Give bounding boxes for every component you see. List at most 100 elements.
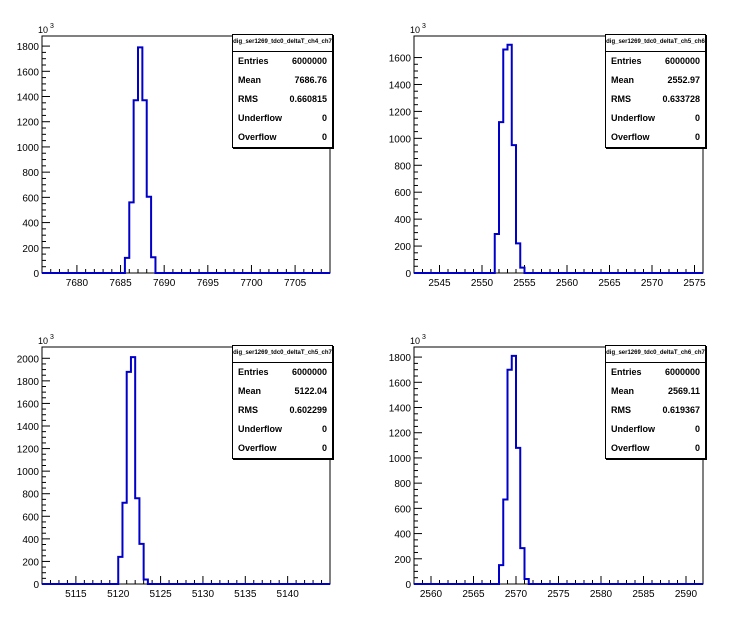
stats-row: Underflow 0 [233,109,332,128]
stats-row: Entries 6000000 [606,52,705,71]
histogram-bin [503,500,507,584]
stats-value: 0 [694,443,700,453]
stats-row: Overflow 0 [233,439,332,458]
histogram-bin [516,243,520,273]
y-tick-label: 200 [394,242,411,253]
y-tick-label: 1200 [389,107,412,118]
y-exponent-label: 10 [410,336,420,346]
stats-row: Mean 2569.11 [606,382,705,401]
stats-key: Entries [611,56,642,66]
stats-value: 0 [321,424,327,434]
stats-row: Overflow 0 [606,439,705,458]
y-tick-label: 200 [22,557,39,568]
histogram-bin [495,234,499,273]
stats-value: 0 [321,132,327,142]
y-tick-label: 1600 [17,67,40,78]
y-tick-label: 800 [394,479,411,490]
stats-value: 6000000 [291,367,327,377]
y-tick-label: 1000 [389,454,412,465]
stats-title: dig_ser1269_tdc0_deltaT_ch4_ch7 [233,35,332,52]
x-tick-label: 7700 [240,278,263,289]
stats-row: RMS 0.660815 [233,90,332,109]
x-tick-label: 7680 [66,278,89,289]
histogram-bin [520,548,524,584]
histogram-bin [122,503,126,584]
y-tick-label: 600 [394,504,411,515]
histogram-line [42,356,330,585]
stats-key: RMS [238,94,258,104]
stats-row: Underflow 0 [233,420,332,439]
stats-title: dig_ser1269_tdc0_deltaT_ch5_ch6 [606,35,705,52]
x-tick-label: 2570 [641,278,664,289]
histogram-bin [134,100,138,273]
histogram-panel-4: 0 200 400 600 800 1000 1200 1400 1600 1800 10 3 2560… [389,334,704,600]
histogram-bin [129,202,133,273]
stats-row: RMS 0.602299 [233,401,332,420]
histogram-bin [512,356,516,584]
stats-value: 2552.97 [667,75,700,85]
stats-key: Mean [611,386,635,396]
x-tick-label: 5140 [277,589,300,600]
stats-row: Mean 2552.97 [606,71,705,90]
x-tick-label: 2580 [590,589,613,600]
stats-row: RMS 0.633728 [606,90,705,109]
y-tick-label: 800 [394,161,411,172]
histogram-line [42,46,330,274]
stats-row: Entries 6000000 [233,52,332,71]
histogram-line [414,354,703,585]
y-tick-label: 0 [33,269,39,280]
histogram-panel-2: 0 200 400 600 800 1000 1200 1400 1600 10 3 2545 2550… [389,23,706,289]
x-tick-label: 7690 [153,278,176,289]
stats-box: dig_ser1269_tdc0_deltaT_ch6_ch7 Entries 60… [605,345,706,459]
y-tick-label: 0 [405,269,411,280]
stats-value: 0 [321,113,327,123]
x-tick-label: 5135 [234,589,257,600]
histogram-panel-3: 0 200 400 600 800 1000 1200 1400 1600 1800 2000 10 3… [17,334,331,600]
x-tick-label: 2565 [598,278,621,289]
x-tick-label: 2555 [513,278,536,289]
stats-key: Overflow [238,443,277,453]
stats-value: 0.660815 [289,94,327,104]
histogram-bin [127,372,131,584]
histogram-bin [520,268,524,273]
x-tick-label: 5130 [192,589,215,600]
y-tick-label: 1800 [17,377,40,388]
y-tick-label: 400 [22,535,39,546]
y-tick-label: 800 [22,168,39,179]
x-tick-label: 7685 [109,278,132,289]
histogram-bin [508,370,512,584]
y-tick-label: 1000 [17,143,40,154]
stats-title: dig_ser1269_tdc0_deltaT_ch6_ch7 [606,346,705,363]
x-tick-label: 2570 [505,589,528,600]
stats-value: 0 [321,443,327,453]
y-tick-label: 1600 [389,54,412,65]
stats-key: Mean [238,386,262,396]
x-tick-label: 5115 [65,589,87,600]
stats-value: 2569.11 [667,386,700,396]
x-tick-label: 5125 [149,589,172,600]
histogram-bin [508,45,512,273]
stats-row: Underflow 0 [606,420,705,439]
stats-key: Entries [238,56,269,66]
y-tick-label: 400 [394,530,411,541]
stats-key: Overflow [611,132,650,142]
y-tick-label: 600 [22,193,39,204]
histogram-bin [118,557,122,584]
histogram-bin [499,122,503,273]
y-tick-label: 1600 [17,399,40,410]
stats-value: 7686.76 [294,75,327,85]
y-exponent-power: 3 [50,334,54,341]
y-tick-label: 0 [33,580,39,591]
stats-key: Underflow [611,113,655,123]
y-tick-label: 0 [405,580,411,591]
y-tick-label: 1200 [389,429,412,440]
stats-key: Entries [611,367,642,377]
stats-value: 6000000 [664,367,700,377]
histogram-bin [139,544,143,584]
y-exponent-power: 3 [422,334,426,341]
y-tick-label: 1800 [17,42,40,53]
y-tick-label: 1000 [389,134,412,145]
stats-key: Underflow [238,424,282,434]
stats-value: 6000000 [664,56,700,66]
